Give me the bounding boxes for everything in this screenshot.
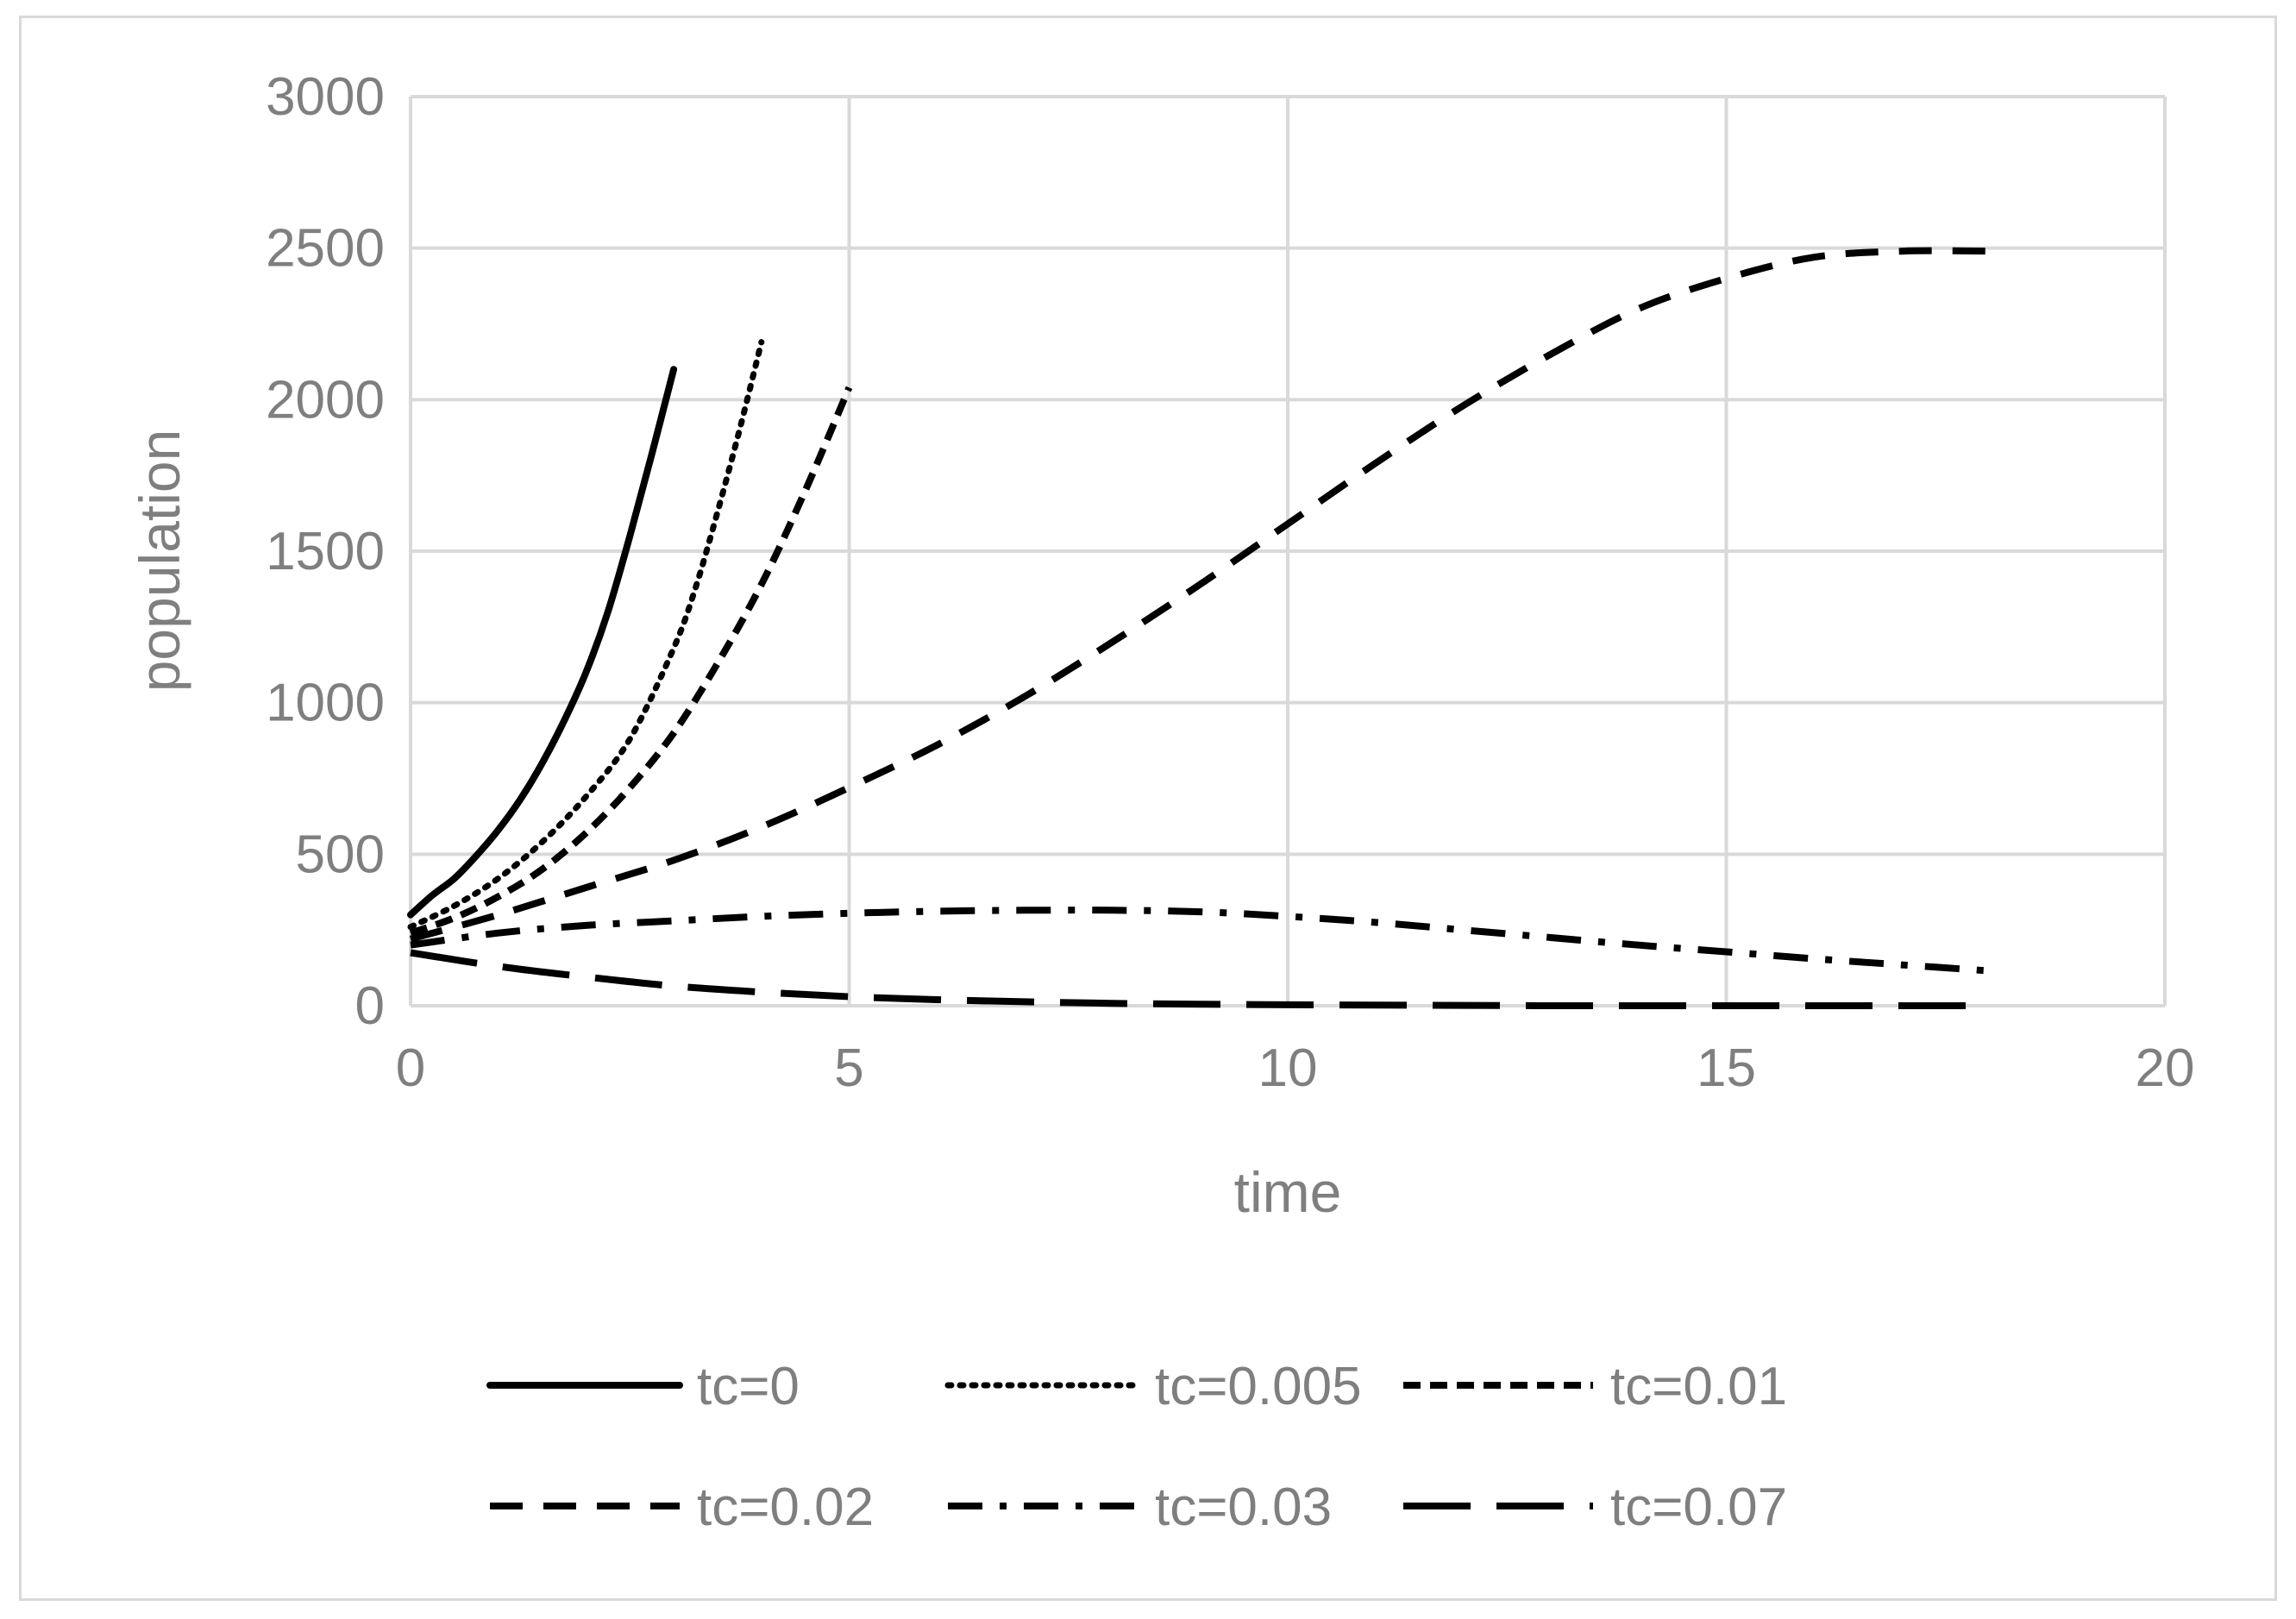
- x-tick-label: 20: [2136, 1039, 2195, 1098]
- legend-label: tc=0.07: [1610, 1478, 1787, 1537]
- y-axis-ticks: 0 500 1000 1500 2000 2500 3000: [266, 67, 385, 1036]
- x-axis-ticks: 0 5 10 15 20: [396, 1039, 2195, 1098]
- y-tick-label: 0: [355, 976, 385, 1036]
- x-tick-label: 15: [1697, 1039, 1756, 1098]
- legend-item: tc=0.07: [1403, 1478, 1787, 1537]
- legend-item: tc=0.03: [948, 1478, 1332, 1537]
- grid-lines: [409, 95, 2167, 1007]
- series-line-tc-0-03: [410, 907, 1990, 975]
- legend-item: tc=0.005: [944, 1357, 1362, 1416]
- y-axis-title: population: [128, 430, 191, 693]
- legend-label: tc=0.02: [697, 1478, 874, 1537]
- legend-item: tc=0.02: [490, 1478, 874, 1537]
- y-tick-label: 1000: [266, 674, 385, 733]
- series-line-tc-0-07: [410, 949, 1990, 1010]
- legend-label: tc=0.005: [1155, 1357, 1362, 1416]
- x-tick-label: 0: [396, 1039, 425, 1098]
- y-tick-label: 2000: [266, 370, 385, 430]
- series-line-tc-0-02: [409, 247, 1990, 943]
- legend-item: tc=0.01: [1403, 1357, 1787, 1416]
- y-tick-label: 2500: [266, 219, 385, 279]
- legend-item: tc=0: [486, 1357, 800, 1416]
- x-tick-label: 5: [834, 1039, 863, 1098]
- legend-label: tc=0: [697, 1357, 800, 1416]
- y-tick-label: 3000: [266, 67, 385, 127]
- y-tick-label: 500: [296, 825, 385, 884]
- series-line-tc-0-005: [407, 339, 765, 931]
- legend: tc=0 tc=0.005 tc=0.01 tc=0.02 tc=0.03 tc=0.07: [486, 1357, 1787, 1537]
- chart-frame: [19, 16, 2277, 1601]
- y-tick-label: 1500: [266, 522, 385, 581]
- legend-label: tc=0.01: [1610, 1357, 1787, 1416]
- series-line-tc-0: [407, 366, 678, 919]
- x-axis-title: time: [1234, 1160, 1342, 1224]
- series-line-tc-0-01: [409, 386, 853, 937]
- x-tick-label: 10: [1258, 1039, 1318, 1098]
- series-lines: [407, 247, 1990, 1010]
- legend-label: tc=0.03: [1155, 1478, 1332, 1537]
